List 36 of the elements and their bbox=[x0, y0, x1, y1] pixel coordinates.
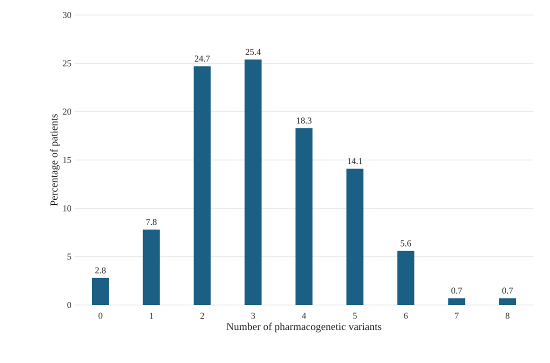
y-tick-label: 10 bbox=[63, 205, 72, 212]
data-label: 5.6 bbox=[400, 240, 412, 246]
bar bbox=[194, 66, 211, 305]
x-tick-label: 5 bbox=[353, 312, 357, 319]
x-tick-label: 1 bbox=[150, 312, 154, 319]
data-label: 0.7 bbox=[451, 288, 462, 294]
y-tick-label: 5 bbox=[68, 254, 72, 260]
bar bbox=[499, 298, 516, 305]
x-tick-label: 0 bbox=[98, 312, 102, 319]
y-tick-label: 0 bbox=[67, 302, 72, 308]
data-label: 18.3 bbox=[296, 117, 312, 124]
data-label: 0.7 bbox=[502, 288, 513, 294]
data-label: 24.7 bbox=[194, 56, 210, 62]
y-axis-title: Percentage of patients bbox=[50, 114, 60, 206]
data-label: 7.8 bbox=[146, 218, 157, 226]
y-tick-label: 30 bbox=[62, 12, 72, 18]
bar bbox=[397, 250, 414, 305]
data-label: 14.1 bbox=[348, 158, 362, 164]
bar bbox=[142, 230, 160, 305]
x-tick-label: 8 bbox=[506, 312, 510, 319]
y-tick-label: 25 bbox=[62, 60, 72, 66]
bar bbox=[244, 59, 262, 305]
x-tick-label: 4 bbox=[302, 312, 306, 319]
x-tick-label: 2 bbox=[200, 312, 204, 319]
x-axis-title: Number of pharmacogenetic variants bbox=[226, 322, 382, 332]
bar bbox=[448, 298, 466, 305]
bar bbox=[296, 128, 313, 305]
x-tick-label: 3 bbox=[251, 312, 256, 319]
bar bbox=[346, 168, 364, 305]
data-label: 25.4 bbox=[246, 48, 261, 55]
y-tick-label: 15 bbox=[63, 156, 72, 164]
x-tick-label: 7 bbox=[455, 312, 459, 319]
x-tick-label: 6 bbox=[404, 312, 408, 319]
data-label: 2.8 bbox=[95, 267, 106, 274]
y-tick-label: 20 bbox=[62, 108, 72, 115]
bar bbox=[92, 278, 109, 305]
